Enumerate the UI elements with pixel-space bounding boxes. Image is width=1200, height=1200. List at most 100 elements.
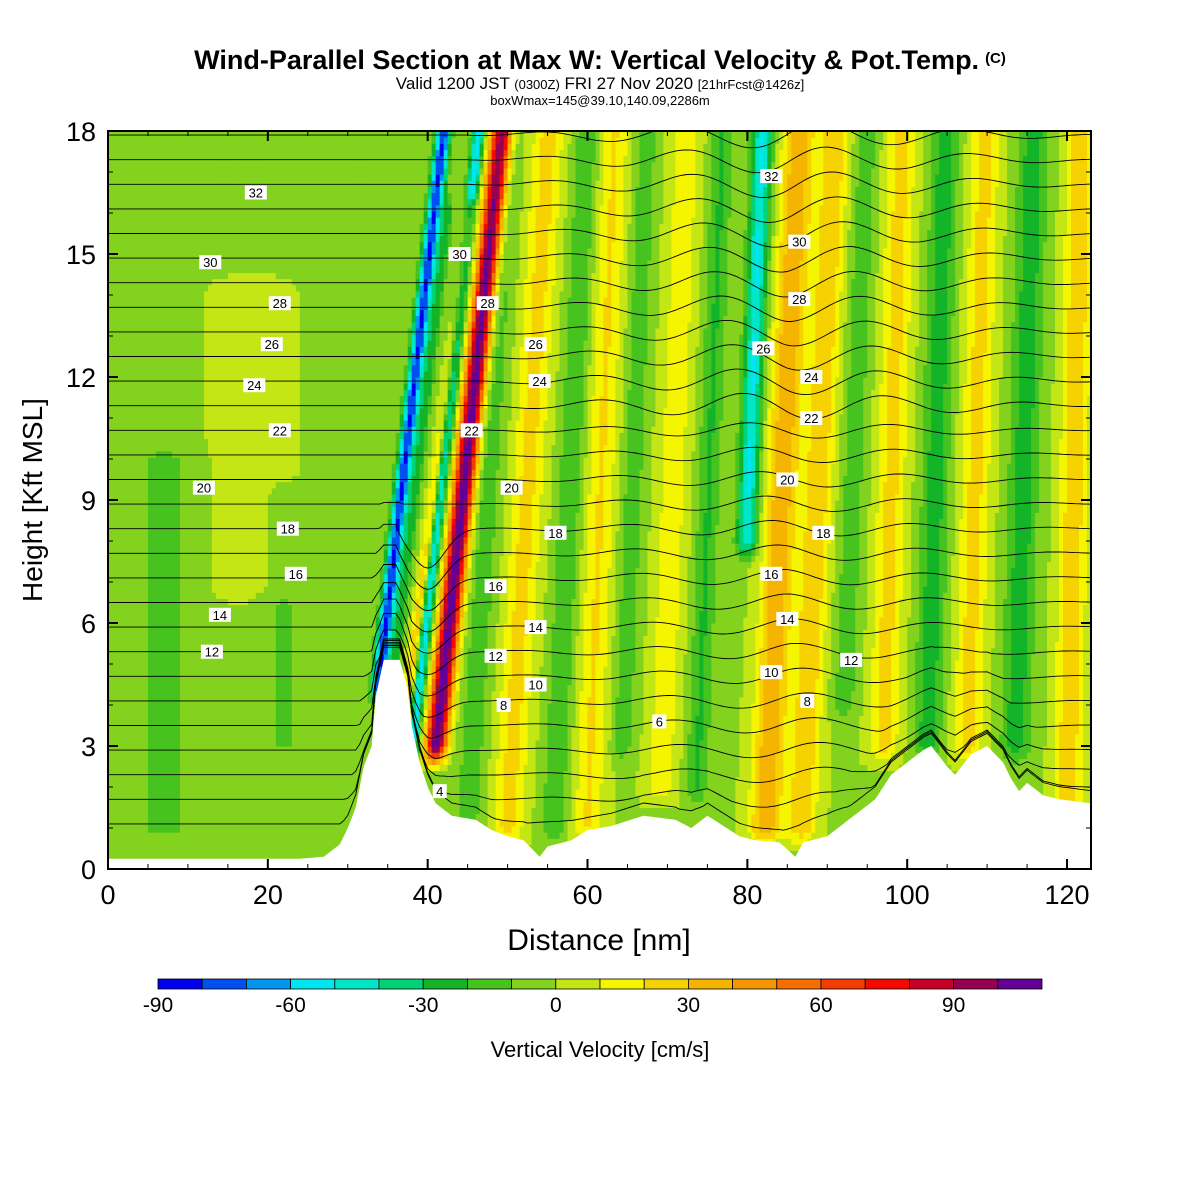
velocity-cell [307,131,313,869]
velocity-cell [483,186,489,200]
velocity-cell [519,346,525,476]
velocity-cell [603,297,609,446]
velocity-cell [415,297,421,310]
velocity-cell [491,327,497,347]
velocity-cell [391,512,397,526]
velocity-cell [543,290,549,421]
velocity-cell [371,666,377,679]
velocity-cell [483,327,489,341]
velocity-cell [559,456,565,833]
velocity-cell [827,131,832,433]
velocity-cell [351,131,357,869]
theta-contour-line [108,319,1091,347]
velocity-cell [587,696,593,827]
contour-label-bg [524,677,547,692]
velocity-cell [479,469,485,501]
velocity-cell [751,832,756,839]
velocity-cell [383,579,389,593]
velocity-cell [643,635,649,809]
velocity-cell [371,678,377,692]
velocity-cell [411,383,417,397]
velocity-cell [227,604,233,869]
velocity-cell [679,524,685,759]
velocity-cell [447,192,453,206]
velocity-cell [475,180,481,194]
velocity-cell [1027,131,1032,544]
velocity-cell [415,358,421,378]
contour-label-text: 4 [436,784,443,799]
velocity-cell [1007,702,1012,747]
theta-contour-line [108,564,1091,612]
theta-contour-line [108,97,1091,123]
velocity-cell [443,155,449,169]
velocity-cell [247,598,253,869]
velocity-cell [427,543,433,556]
velocity-cell [471,432,477,446]
velocity-cell [423,653,429,667]
velocity-cell [871,131,876,169]
velocity-cell [423,696,429,710]
y-tick-label: 9 [81,486,96,516]
velocity-cell [495,254,501,267]
velocity-cell [399,536,405,550]
velocity-cell [519,825,525,852]
contour-label-text: 6 [656,714,663,729]
velocity-cell [423,604,429,612]
velocity-cell [655,131,661,329]
velocity-cell [995,131,1000,187]
velocity-cell [411,395,417,415]
colorbar-tick-label: -30 [408,994,438,1017]
velocity-cell [155,131,161,452]
velocity-cell [423,733,429,759]
velocity-cell [463,512,469,526]
velocity-cell [743,444,748,544]
velocity-cell [807,223,812,452]
velocity-cell [667,789,673,809]
velocity-cell [995,186,1000,513]
velocity-cell [511,131,517,151]
velocity-cell [575,512,581,636]
velocity-cell [499,401,505,556]
velocity-cell [731,536,736,544]
velocity-cell [743,543,748,550]
velocity-cell [511,610,517,827]
velocity-cell [483,395,489,409]
velocity-cell [439,143,445,157]
velocity-cell [1063,235,1068,513]
velocity-cell [483,340,489,353]
velocity-cell [423,260,429,280]
theta-contour-line [108,629,1091,697]
velocity-cell [619,432,625,599]
contour-label-bg [484,648,507,663]
velocity-cell [567,143,573,298]
velocity-cell [443,131,449,138]
velocity-cell [599,131,605,206]
velocity-cell [623,752,629,869]
velocity-cell [455,641,461,655]
velocity-cell [747,549,752,556]
velocity-cell [151,832,157,869]
velocity-cell [443,524,449,538]
velocity-cell [767,260,772,329]
velocity-cell [735,555,740,778]
velocity-cell [487,389,493,421]
velocity-cell [479,167,485,175]
velocity-cell [691,450,697,636]
velocity-cell [803,131,808,181]
y-axis-label: Height [Kft MSL] [17,398,48,602]
velocity-cell [415,659,421,667]
velocity-cell [419,567,425,599]
velocity-cell [171,832,177,869]
velocity-cell [411,413,417,427]
contour-label-bg [199,255,222,270]
velocity-cell [787,506,792,630]
velocity-cell [203,290,209,440]
colorbar-swatch [953,978,999,990]
velocity-cell [399,413,405,427]
velocity-cell [475,284,481,292]
velocity-cell [815,284,820,679]
contour-label: 24 [243,378,266,393]
velocity-cell [623,155,629,329]
velocity-cell [455,690,461,722]
velocity-cell [839,131,844,181]
